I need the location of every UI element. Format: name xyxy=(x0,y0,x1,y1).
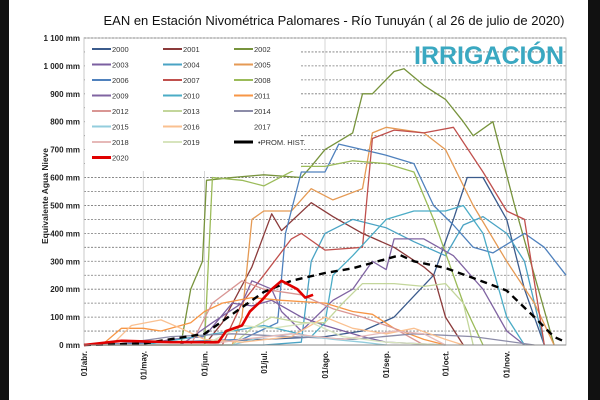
legend-item: 2004 xyxy=(163,61,200,70)
legend-label: 2015 xyxy=(112,123,129,132)
legend-item: 2007 xyxy=(163,76,200,85)
series-line-2013 xyxy=(84,282,474,346)
x-tick-label: 01/jun. xyxy=(201,351,210,376)
series-line-2002 xyxy=(84,68,555,346)
legend-label: 2006 xyxy=(112,76,129,85)
y-tick-label: 1 100 mm xyxy=(44,34,80,43)
legend-item: 2008 xyxy=(234,76,271,85)
legend-label: 2004 xyxy=(183,61,200,70)
series-line-2008 xyxy=(84,160,484,346)
series-line-2010 xyxy=(84,204,526,346)
legend-label: 2010 xyxy=(183,92,200,101)
legend-item: 2005 xyxy=(234,61,271,70)
legend-label: 2008 xyxy=(254,76,271,85)
legend-item: 2015 xyxy=(92,123,129,132)
legend-item: 2020 xyxy=(92,154,129,163)
legend-item: 2018 xyxy=(92,138,129,147)
series-line-2011 xyxy=(84,296,446,346)
legend-label: 2011 xyxy=(254,92,270,101)
x-tick-label: 01/sep. xyxy=(382,351,391,378)
legend-label: 2005 xyxy=(254,61,271,70)
legend-label: •PROM. HIST. xyxy=(258,138,306,147)
series-line-2018 xyxy=(84,330,446,346)
legend-item: 2016 xyxy=(163,123,200,132)
legend-item: 2002 xyxy=(234,45,271,54)
legend-item: 2013 xyxy=(163,107,200,116)
legend-item: 2010 xyxy=(163,92,200,101)
chart-title: EAN en Estación Nivométrica Palomares - … xyxy=(103,13,564,28)
legend-item: 2011 xyxy=(234,92,270,101)
y-tick-label: 900 mm xyxy=(50,90,80,99)
y-tick-label: 800 mm xyxy=(50,118,80,127)
x-tick-label: 01/jul. xyxy=(260,351,269,374)
legend-label: 2002 xyxy=(254,45,271,54)
x-tick-label: 01/ago. xyxy=(321,351,330,379)
legend-item: •PROM. HIST. xyxy=(234,138,306,147)
legend-item: 2001 xyxy=(163,45,200,54)
legend-item: 2014 xyxy=(234,107,271,116)
legend-item: 2000 xyxy=(92,45,129,54)
y-tick-label: 400 mm xyxy=(50,229,80,238)
legend-label: 2020 xyxy=(112,154,129,163)
right-border xyxy=(588,0,600,400)
series-line-2007 xyxy=(84,126,545,346)
legend-item: 2019 xyxy=(163,138,200,147)
legend-label: 2019 xyxy=(183,138,200,147)
legend-item: 2017 xyxy=(254,123,271,132)
legend-label: 2012 xyxy=(112,107,129,116)
legend-item: 2012 xyxy=(92,107,129,116)
legend-item: 2009 xyxy=(92,92,129,101)
legend-label: 2016 xyxy=(183,123,200,132)
y-tick-label: 100 mm xyxy=(50,313,80,322)
legend-label: 2003 xyxy=(112,61,129,70)
legend-label: 2001 xyxy=(183,45,200,54)
series-line-2012 xyxy=(84,280,425,346)
legend-label: 2014 xyxy=(254,107,271,116)
y-axis-label: Equivalente Agua Nieve xyxy=(40,148,50,244)
series-line-2020 xyxy=(83,279,314,347)
x-tick-label: 01/abr. xyxy=(80,351,89,376)
legend-item: 2003 xyxy=(92,61,129,70)
irrigacion-logo: IRRIGACIÓN xyxy=(414,40,564,70)
legend-label: 2018 xyxy=(112,138,129,147)
left-border xyxy=(0,0,9,400)
legend-box xyxy=(85,39,301,171)
y-tick-label: 300 mm xyxy=(50,257,80,266)
y-tick-label: 700 mm xyxy=(50,146,80,155)
series-line-2009 xyxy=(84,238,525,346)
series-line-prom-hist xyxy=(83,253,567,347)
x-tick-label: 01/may. xyxy=(139,351,148,380)
series-line-2006 xyxy=(83,143,567,346)
series-line-2016 xyxy=(84,316,464,346)
y-tick-label: 600 mm xyxy=(50,174,80,183)
y-tick-label: 1 000 mm xyxy=(44,62,80,71)
y-tick-label: 500 mm xyxy=(50,201,80,210)
y-tick-label: 0 mm xyxy=(59,341,80,350)
x-tick-label: 01/nov. xyxy=(503,351,512,378)
legend-label: 2009 xyxy=(112,92,129,101)
legend-label: 2007 xyxy=(183,76,200,85)
y-tick-label: 200 mm xyxy=(50,285,80,294)
legend-item: 2006 xyxy=(92,76,129,85)
legend-label: 2017 xyxy=(254,123,271,132)
x-tick-label: 01/oct. xyxy=(442,351,451,376)
legend-label: 2013 xyxy=(183,107,200,116)
legend-label: 2000 xyxy=(112,45,129,54)
series-line-2005 xyxy=(84,126,555,346)
